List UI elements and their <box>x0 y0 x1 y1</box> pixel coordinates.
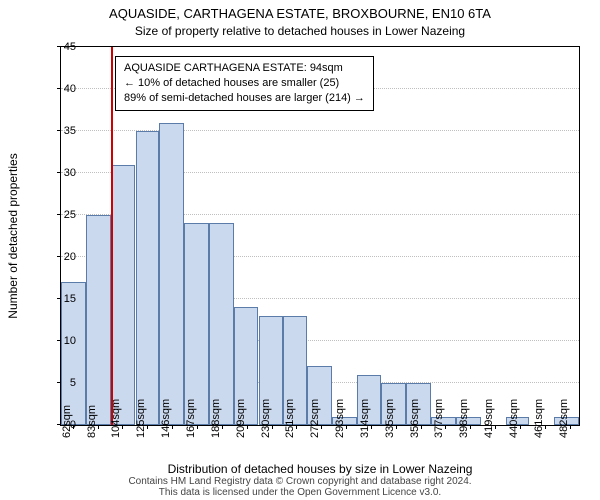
y-tick-label: 25 <box>64 209 76 221</box>
reference-marker-line <box>111 47 113 425</box>
annotation-line-2: ← 10% of detached houses are smaller (25… <box>124 76 365 91</box>
y-tick-mark <box>57 88 61 89</box>
plot-area: AQUASIDE CARTHAGENA ESTATE: 94sqm← 10% o… <box>60 46 580 426</box>
footer-line-1: Contains HM Land Registry data © Crown c… <box>128 476 471 487</box>
x-tick-mark <box>445 425 446 429</box>
x-tick-mark <box>197 425 198 429</box>
y-tick-mark <box>57 172 61 173</box>
chart-subtitle: Size of property relative to detached ho… <box>0 24 600 38</box>
annotation-box: AQUASIDE CARTHAGENA ESTATE: 94sqm← 10% o… <box>115 56 374 111</box>
y-tick-mark <box>57 46 61 47</box>
y-tick-label: 45 <box>64 41 76 53</box>
histogram-bar <box>209 223 234 425</box>
y-tick-label: 15 <box>64 293 76 305</box>
x-tick-mark <box>147 425 148 429</box>
y-axis-label: Number of detached properties <box>6 153 20 318</box>
x-tick-mark <box>296 425 297 429</box>
footer-attribution: Contains HM Land Registry data © Crown c… <box>0 476 600 498</box>
x-axis-label: Distribution of detached houses by size … <box>60 462 580 476</box>
x-tick-mark <box>346 425 347 429</box>
y-tick-label: 35 <box>64 125 76 137</box>
x-tick-mark <box>172 425 173 429</box>
y-tick-label: 10 <box>64 335 76 347</box>
y-tick-label: 40 <box>64 83 76 95</box>
footer-line-2: This data is licensed under the Open Gov… <box>159 487 441 498</box>
annotation-line-3: 89% of semi-detached houses are larger (… <box>124 91 365 106</box>
annotation-line-1: AQUASIDE CARTHAGENA ESTATE: 94sqm <box>124 61 365 76</box>
x-tick-mark <box>520 425 521 429</box>
x-tick-mark <box>470 425 471 429</box>
histogram-bar <box>86 215 111 425</box>
y-tick-label: 5 <box>70 377 76 389</box>
y-tick-label: 20 <box>64 251 76 263</box>
x-tick-mark <box>495 425 496 429</box>
x-tick-mark <box>321 425 322 429</box>
y-tick-mark <box>57 256 61 257</box>
histogram-bar <box>136 131 160 425</box>
y-tick-label: 30 <box>64 167 76 179</box>
y-tick-mark <box>57 130 61 131</box>
histogram-bar <box>111 165 136 425</box>
chart-title: AQUASIDE, CARTHAGENA ESTATE, BROXBOURNE,… <box>0 6 600 21</box>
y-tick-mark <box>57 214 61 215</box>
histogram-bar <box>184 223 209 425</box>
y-axis-label-wrap: Number of detached properties <box>4 46 22 426</box>
x-tick-mark <box>122 425 123 429</box>
histogram-bar <box>159 123 184 425</box>
